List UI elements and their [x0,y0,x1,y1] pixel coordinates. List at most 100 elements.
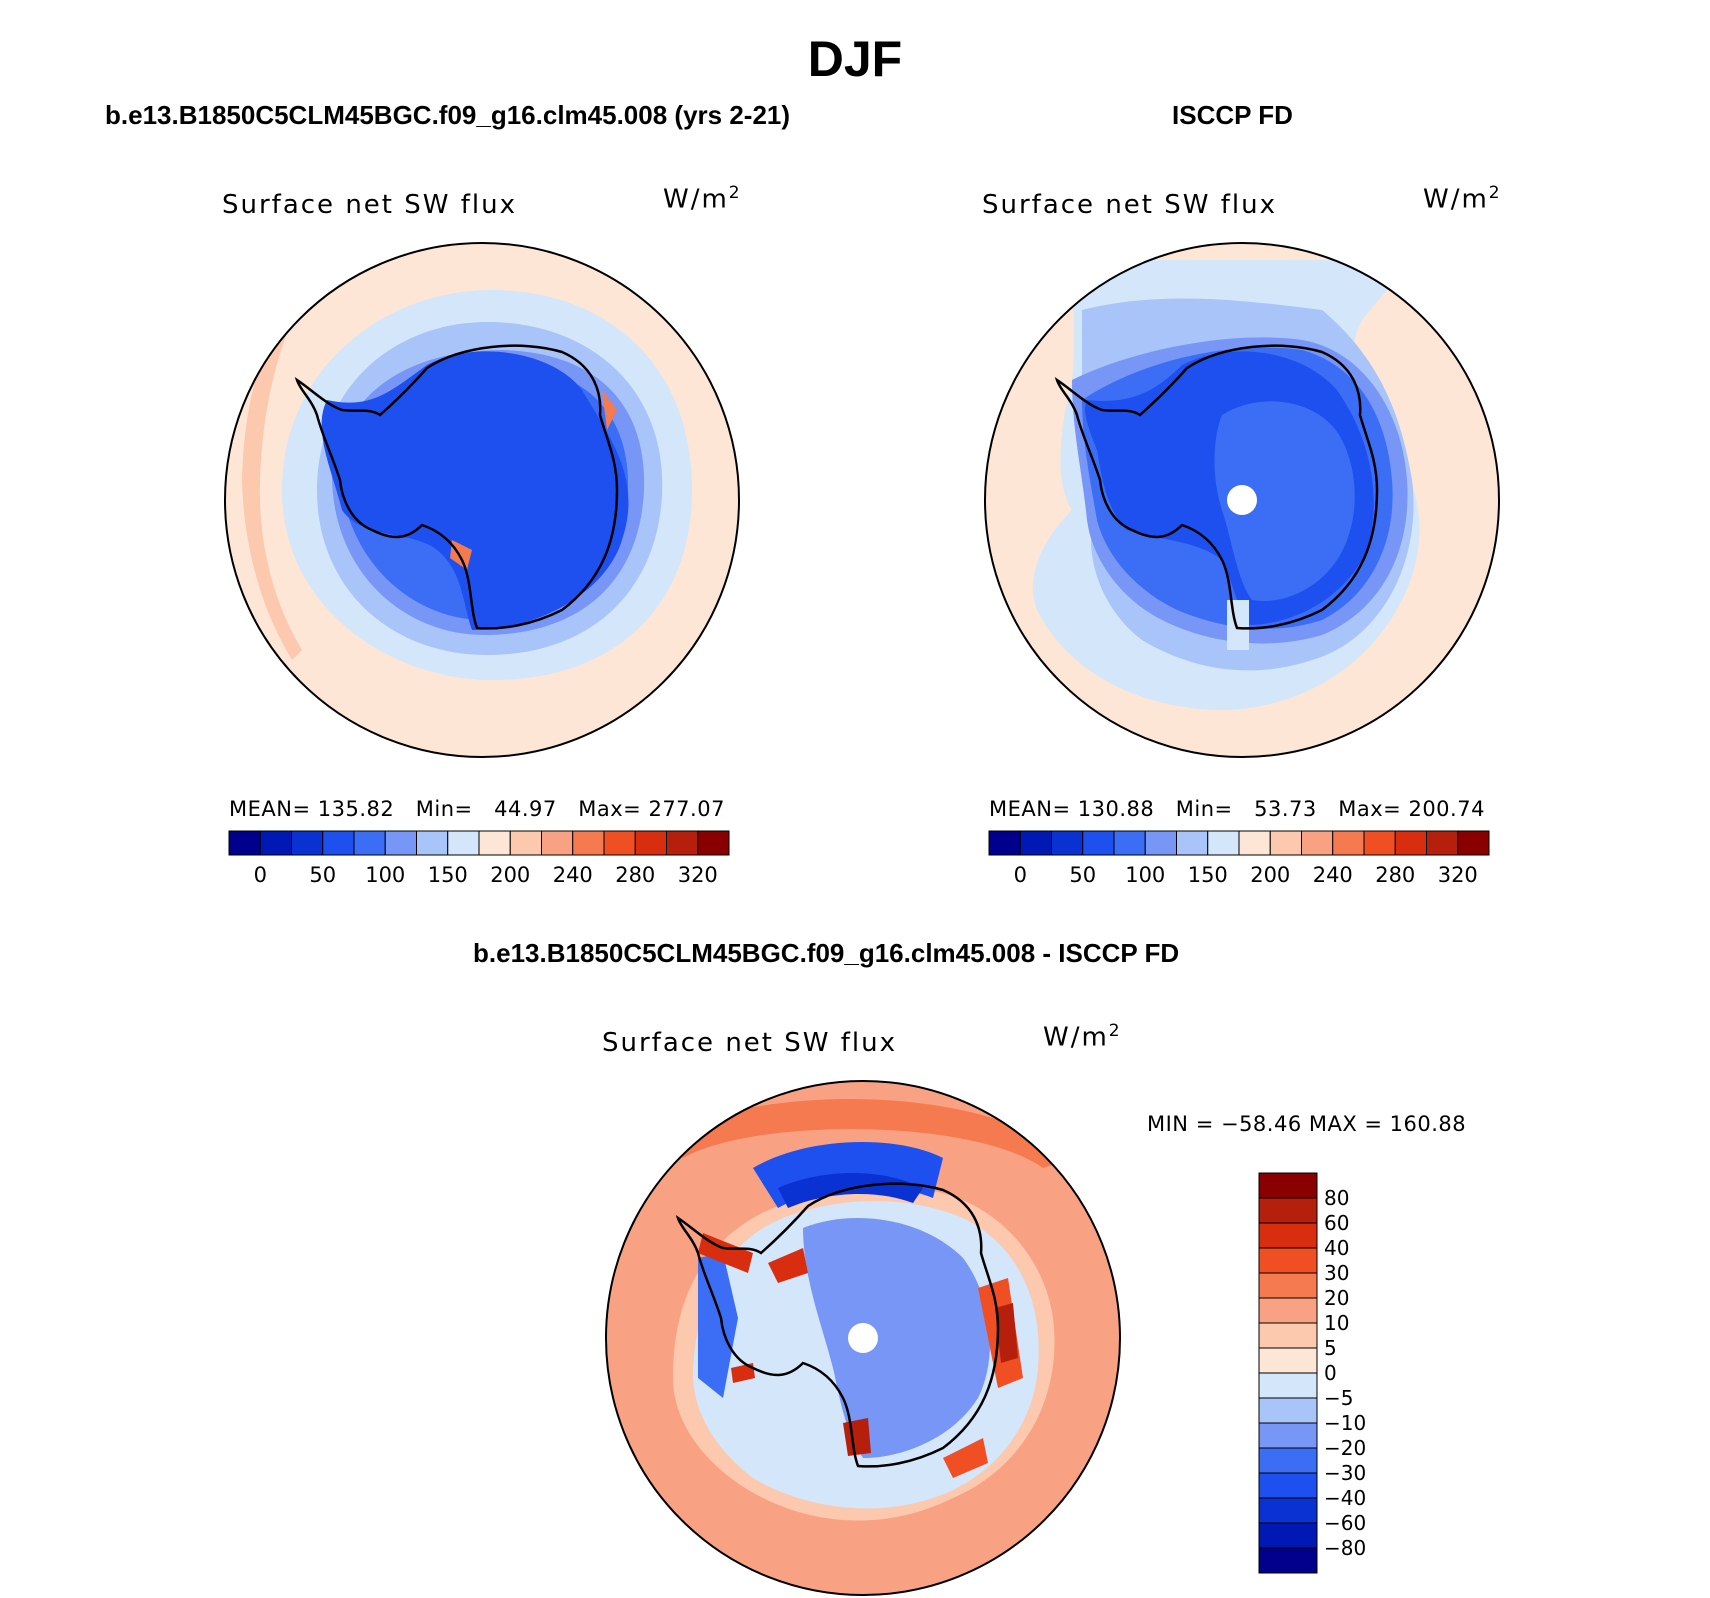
panel-2-colorbar-swatch [1426,830,1459,856]
panel-1-map-boundary [224,242,740,758]
panel-3-polar-map [605,1080,1121,1596]
panel-3-colorbar-tick-label: 60 [1324,1211,1349,1235]
panel-2-coastline [1054,344,1379,630]
panel-1-colorbar-swatch [478,830,511,856]
panel-1-colorbar-swatch [353,830,386,856]
panel-2-colorbar-swatch [1457,830,1490,856]
panel-1-colorbar-swatch [634,830,667,856]
panel-2-colorbar-swatch [1363,830,1396,856]
panel-2-colorbar-swatch [1394,830,1427,856]
panel-3-case-title: b.e13.B1850C5CLM45BGC.f09_g16.clm45.008 … [473,938,1180,968]
panel-2-case-title: ISCCP FD [1172,100,1293,130]
panel-3-colorbar-swatch [1258,1197,1318,1224]
panel-3-colorbar-tick-label: 20 [1324,1286,1349,1310]
panel-2-colorbar-swatch [1019,830,1052,856]
panel-3-coastline [675,1182,1000,1468]
panel-1-colorbar-swatch [291,830,324,856]
panel-2-colorbar-tick-label: 50 [1069,863,1096,887]
panel-2-colorbar-swatch [1051,830,1084,856]
panel-2-colorbar-swatch [1176,830,1209,856]
panel-1-colorbar-swatch [541,830,574,856]
panel-1-colorbar-tick-label: 150 [428,863,468,887]
panel-3-colorbar-swatch [1258,1497,1318,1524]
panel-1-colorbar-swatch [322,830,355,856]
panel-3-colorbar-swatch [1258,1422,1318,1449]
panel-2-colorbar-tick-label: 0 [1014,863,1027,887]
panel-2-colorbar-swatch [988,830,1021,856]
panel-2-polar-map [984,242,1500,758]
panel-2-map-boundary [984,242,1500,758]
figure-title: DJF [807,31,903,87]
panel-2-units: W/m2 [1423,183,1502,215]
panel-3-colorbar-swatch [1258,1347,1318,1374]
panel-1-colorbar-tick-label: 0 [254,863,267,887]
panel-2-colorbar-tick-label: 150 [1188,863,1228,887]
panel-1-colorbar-swatch [572,830,605,856]
panel-3-colorbar-swatch [1258,1247,1318,1274]
panel-1-colorbar-tick-label: 280 [615,863,655,887]
panel-3-colorbar-swatch [1258,1522,1318,1549]
panel-3-stats: MIN = −58.46 MAX = 160.88 [1147,1112,1467,1136]
panel-1-colorbar-swatch [509,830,542,856]
panel-1-colorbar-tick-label: 100 [365,863,405,887]
panel-1-units: W/m2 [663,183,742,215]
panel-3-colorbar-tick-label: 5 [1324,1336,1337,1360]
panel-3-colorbar-swatch [1258,1447,1318,1474]
panel-2-colorbar-swatch [1301,830,1334,856]
panel-3-colorbar-tick-label: 10 [1324,1311,1349,1335]
panel-3-colorbar-swatch [1258,1222,1318,1249]
panel-3-colorbar-tick-label: 0 [1324,1361,1337,1385]
panel-1-colorbar-swatch [697,830,730,856]
panel-3-colorbar-swatch [1258,1472,1318,1499]
panel-1-case-title: b.e13.B1850C5CLM45BGC.f09_g16.clm45.008 … [105,100,791,130]
panel-1-colorbar-swatch [447,830,480,856]
panel-1-colorbar-swatch [603,830,636,856]
panel-1-coastline [294,344,619,630]
panel-1-variable-label: Surface net SW flux [222,190,517,220]
panel-1-colorbar-swatch [259,830,292,856]
panel-3-colorbar-swatch [1258,1272,1318,1299]
panel-1-colorbar-swatch [666,830,699,856]
panel-2-colorbar-tick-label: 240 [1313,863,1353,887]
panel-3-colorbar-swatch [1258,1372,1318,1399]
panel-3-variable-label: Surface net SW flux [602,1028,897,1058]
panel-1-colorbar-swatch [384,830,417,856]
panel-2-colorbar-swatch [1082,830,1115,856]
panel-1-antarctica-field [321,351,629,630]
panel-2-colorbar-swatch [1113,830,1146,856]
panel-1-colorbar: 0 50 100 150 200 240 280 320 [228,830,730,887]
panel-1-colorbar-tick-label: 320 [678,863,718,887]
panel-3-colorbar-swatch [1258,1397,1318,1424]
panel-1-stats: MEAN= 135.82 Min= 44.97 Max= 277.07 [229,797,725,821]
panel-3-colorbar-tick-label: −20 [1324,1436,1366,1460]
panel-2-colorbar-tick-label: 200 [1250,863,1290,887]
panel-2-stats: MEAN= 130.88 Min= 53.73 Max= 200.74 [989,797,1485,821]
panel-3-colorbar-tick-label: −10 [1324,1411,1366,1435]
panel-2-variable-label: Surface net SW flux [982,190,1277,220]
panel-3-colorbar-tick-label: −80 [1324,1536,1366,1560]
panel-1-polar-map [224,242,740,758]
panel-1-colorbar-tick-label: 50 [309,863,336,887]
panel-3-colorbar-tick-label: −5 [1324,1386,1353,1410]
panel-2-colorbar-tick-label: 320 [1438,863,1478,887]
panel-1-colorbar-tick-label: 240 [553,863,593,887]
panel-3-units: W/m2 [1043,1021,1122,1053]
panel-3-colorbar-tick-label: 80 [1324,1186,1349,1210]
panel-2-colorbar-tick-label: 100 [1125,863,1165,887]
panel-2-colorbar-tick-label: 280 [1375,863,1415,887]
panel-3-colorbar-tick-label: −40 [1324,1486,1366,1510]
panel-3-colorbar-swatch [1258,1172,1318,1199]
panel-3-colorbar-tick-label: −30 [1324,1461,1366,1485]
panel-2-colorbar-swatch [1269,830,1302,856]
panel-3-colorbar-swatch [1258,1297,1318,1324]
panel-3-colorbar-tick-label: −60 [1324,1511,1366,1535]
panel-3-colorbar-swatch [1258,1547,1318,1574]
panel-3-colorbar-tick-label: 30 [1324,1261,1349,1285]
panel-2-colorbar-swatch [1144,830,1177,856]
panel-1-colorbar-tick-label: 200 [490,863,530,887]
panel-2-colorbar-swatch [1238,830,1271,856]
panel-1-colorbar-swatch [416,830,449,856]
panel-2-colorbar-swatch [1332,830,1365,856]
panel-1-colorbar-swatch [228,830,261,856]
